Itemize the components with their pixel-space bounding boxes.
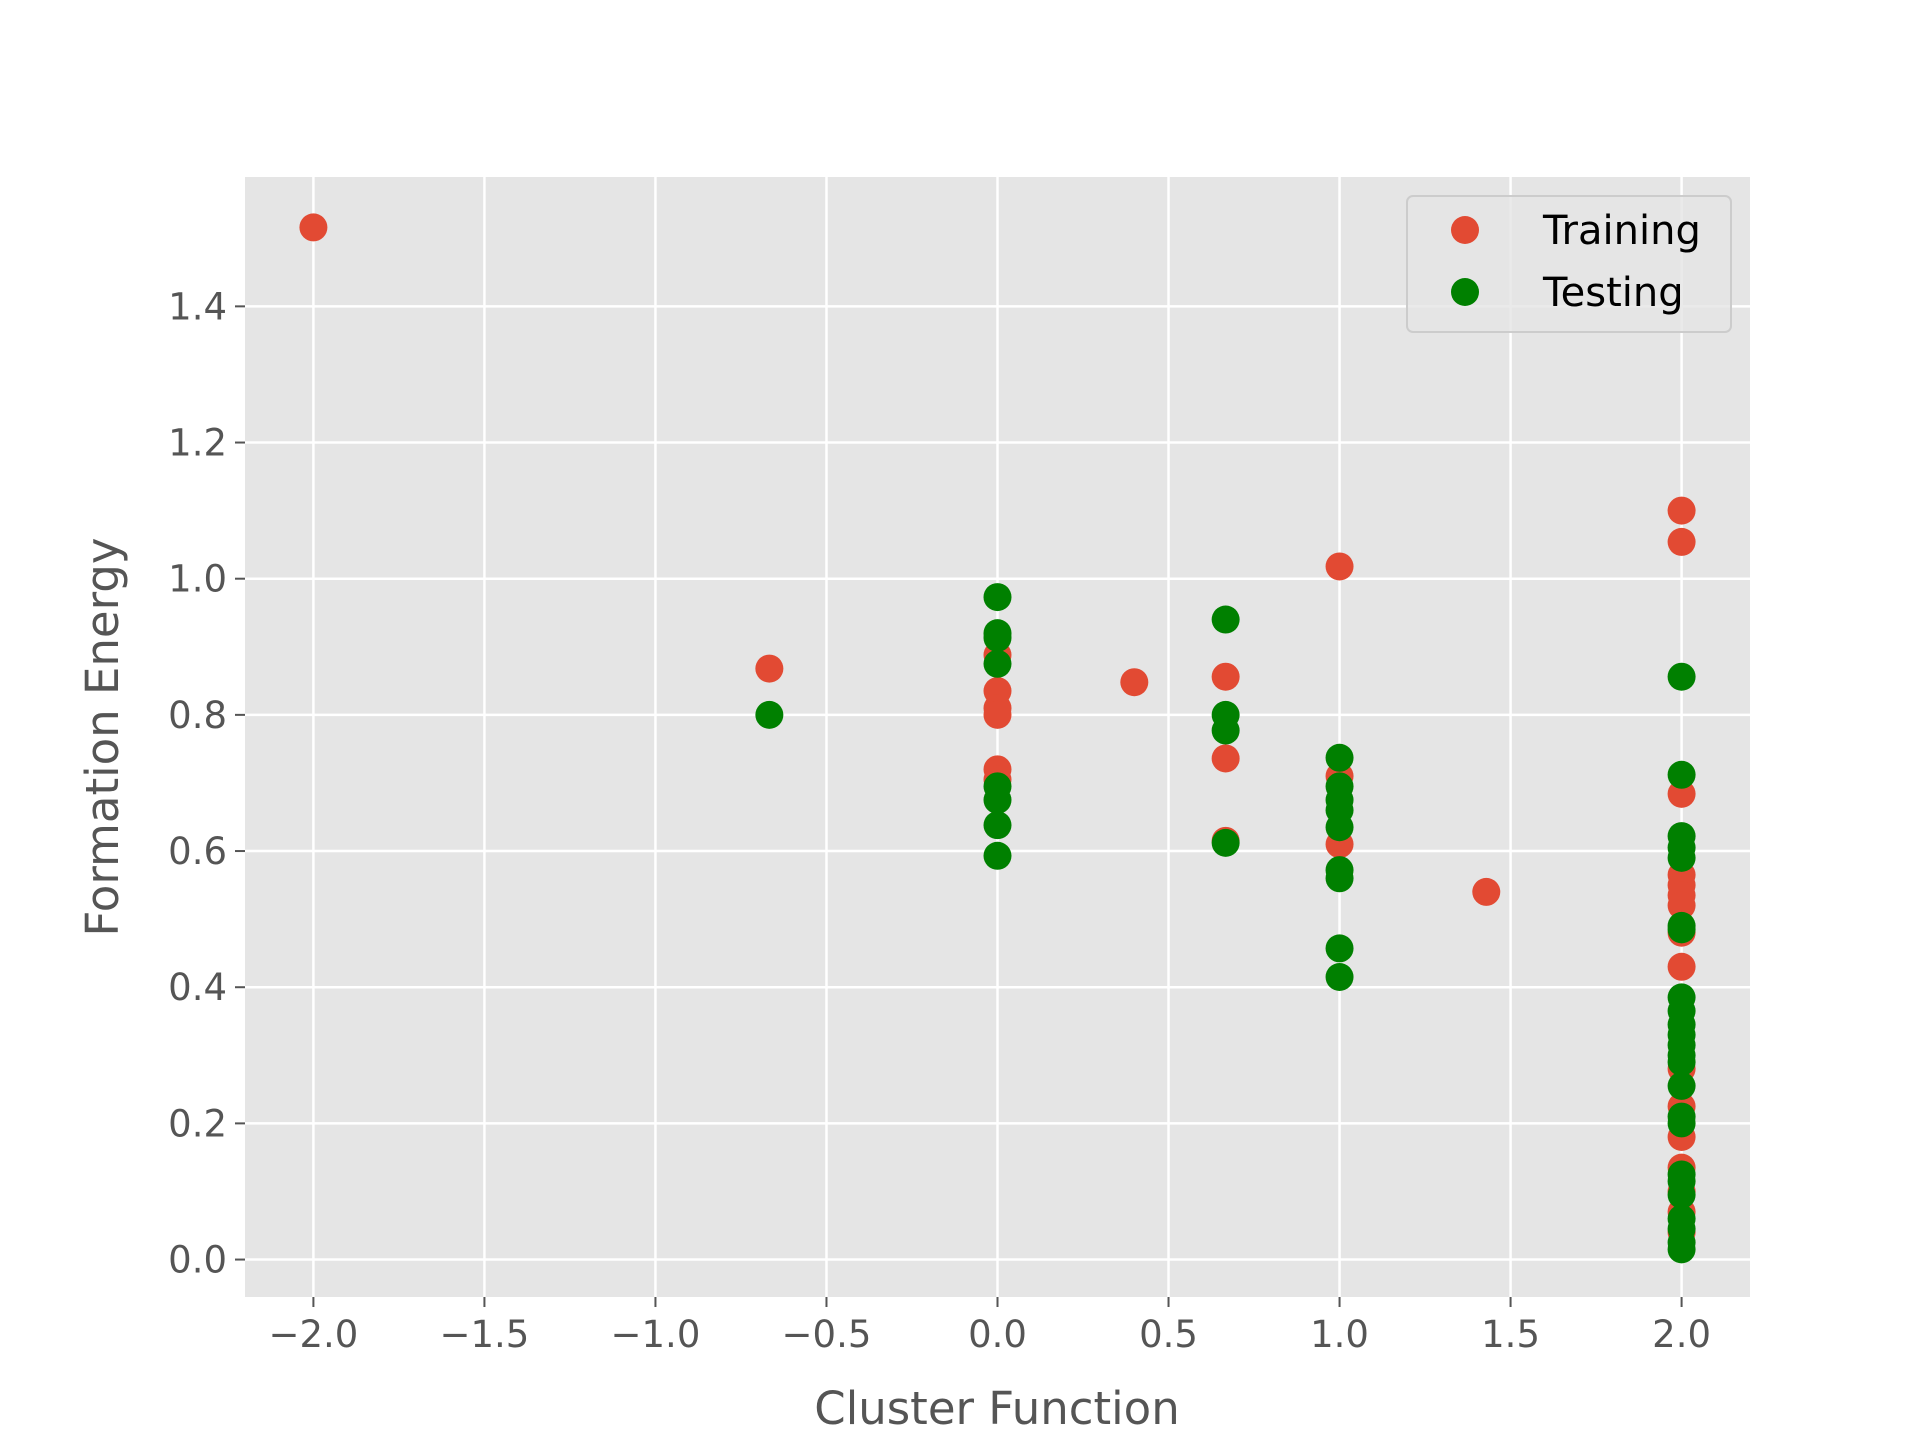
x-tick-label: −1.0	[611, 1313, 701, 1356]
data-point-testing	[1325, 934, 1354, 963]
data-points	[299, 213, 1696, 1264]
data-point-testing	[983, 649, 1012, 678]
data-point-testing	[1211, 828, 1240, 857]
legend-box	[1406, 195, 1732, 333]
y-tick-label: 1.4	[168, 285, 227, 328]
data-point-testing	[983, 583, 1012, 612]
data-point-testing	[755, 700, 784, 729]
x-tick-label: 0.0	[968, 1313, 1027, 1356]
data-point-testing	[1667, 915, 1696, 944]
data-point-testing	[983, 785, 1012, 814]
y-tick-label: 0.6	[168, 830, 227, 873]
data-point-testing	[1667, 1235, 1696, 1264]
data-point-training	[1325, 552, 1354, 581]
data-point-testing	[1667, 1180, 1696, 1209]
data-point-testing	[1211, 605, 1240, 634]
x-tick-label: −0.5	[782, 1313, 872, 1356]
legend-label-training: Training	[1542, 208, 1701, 254]
data-point-testing	[1325, 813, 1354, 842]
y-tick-label: 0.2	[168, 1102, 227, 1145]
data-point-testing	[1325, 864, 1354, 893]
x-tick-label: 1.5	[1481, 1313, 1540, 1356]
legend-marker-testing	[1451, 278, 1479, 306]
data-point-training	[983, 700, 1012, 729]
y-tick-label: 1.2	[168, 422, 227, 465]
data-point-training	[1667, 891, 1696, 920]
data-point-testing	[983, 811, 1012, 840]
y-axis-label: Formation Energy	[76, 538, 129, 937]
data-point-testing	[983, 841, 1012, 870]
data-point-training	[1120, 668, 1149, 697]
data-point-testing	[1667, 1109, 1696, 1138]
data-point-training	[755, 654, 784, 683]
data-point-training	[1211, 744, 1240, 773]
series-testing	[755, 583, 1696, 1264]
data-point-testing	[983, 623, 1012, 652]
x-tick-label: −2.0	[268, 1313, 358, 1356]
legend-marker-training	[1451, 216, 1479, 244]
data-point-testing	[1667, 760, 1696, 789]
legend-label-testing: Testing	[1542, 270, 1684, 316]
data-point-testing	[1667, 843, 1696, 872]
y-tick-label: 1.0	[168, 558, 227, 601]
y-tick-label: 0.4	[168, 966, 227, 1009]
y-tick-label: 0.0	[168, 1239, 227, 1282]
data-point-training	[1667, 527, 1696, 556]
data-point-training	[299, 213, 328, 242]
x-tick-label: 0.5	[1139, 1313, 1198, 1356]
x-tick-label: 2.0	[1652, 1313, 1711, 1356]
x-axis-label: Cluster Function	[814, 1382, 1179, 1435]
y-tick-label: 0.8	[168, 694, 227, 737]
data-point-testing	[1325, 743, 1354, 772]
data-point-testing	[1667, 1071, 1696, 1100]
data-point-testing	[1667, 662, 1696, 691]
x-tick-label: −1.5	[440, 1313, 530, 1356]
data-point-testing	[1667, 1048, 1696, 1077]
data-point-testing	[1325, 963, 1354, 991]
data-point-training	[1211, 662, 1240, 691]
data-point-testing	[1211, 716, 1240, 745]
x-tick-label: 1.0	[1310, 1313, 1369, 1356]
legend: Training Testing	[1406, 195, 1732, 333]
data-point-training	[1667, 496, 1696, 525]
data-point-training	[1667, 952, 1696, 981]
axis-ticks: −2.0 −1.5 −1.0 −0.5 0.0 0.5 1.0 1.5 2.0 0.0 0.2 0.4…	[168, 285, 1711, 1356]
data-point-training	[1472, 877, 1501, 906]
